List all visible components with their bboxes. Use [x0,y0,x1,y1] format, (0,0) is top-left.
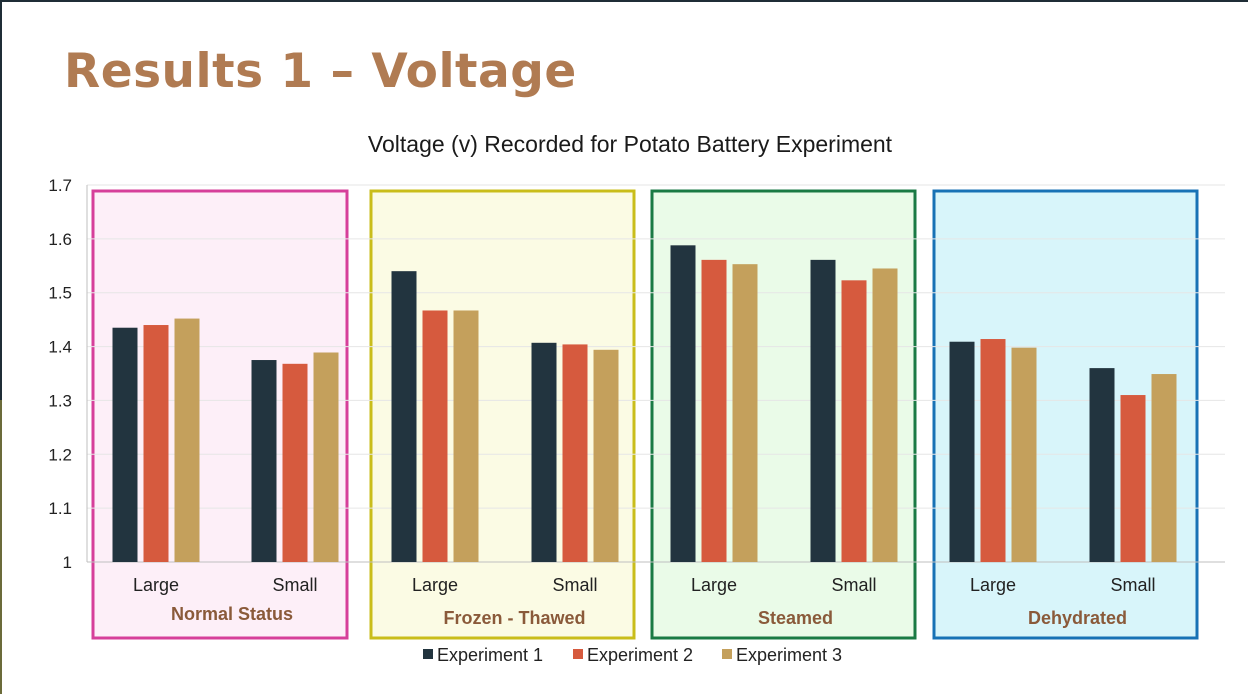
bar-experiment-2 [1120,395,1146,562]
legend-swatch [722,649,732,659]
bar-experiment-2 [701,259,727,562]
bar-experiment-2 [422,310,448,562]
bar-experiment-2 [282,363,308,562]
bar-experiment-1 [670,245,696,562]
bar-experiment-1 [810,259,836,562]
y-tick-label: 1.1 [48,499,72,518]
bar-experiment-2 [841,280,867,562]
slide-title: Results 1 – Voltage [64,44,577,99]
bar-experiment-3 [732,264,758,562]
y-tick-label: 1.5 [48,284,72,303]
legend-swatch [423,649,433,659]
bar-experiment-2 [143,325,169,562]
bar-experiment-1 [531,342,557,562]
x-category-label: Small [1110,575,1155,595]
x-category-label: Large [970,575,1016,595]
group-label: Steamed [758,608,833,628]
y-tick-label: 1.2 [48,445,72,464]
legend-label: Experiment 1 [437,645,543,665]
y-tick-label: 1.4 [48,338,72,357]
x-category-label: Small [272,575,317,595]
bar-experiment-3 [872,268,898,562]
bar-experiment-3 [593,349,619,562]
x-category-label: Small [552,575,597,595]
legend-swatch [573,649,583,659]
group-label: Dehydrated [1028,608,1127,628]
bar-experiment-1 [112,327,138,562]
bar-experiment-1 [1089,368,1115,562]
chart-title: Voltage (v) Recorded for Potato Battery … [368,131,893,157]
bar-experiment-1 [251,360,277,562]
bar-experiment-3 [174,318,200,562]
slide-left-border-lower [0,400,2,694]
bar-experiment-1 [949,341,975,562]
legend-label: Experiment 3 [736,645,842,665]
bar-experiment-2 [980,339,1006,562]
slide-top-border [0,0,1248,2]
group-label: Frozen - Thawed [443,608,585,628]
bar-experiment-3 [453,310,479,562]
group-box [650,189,917,640]
bar-experiment-1 [391,271,417,562]
bar-experiment-3 [313,352,339,562]
x-category-label: Small [831,575,876,595]
y-tick-label: 1.6 [48,230,72,249]
y-tick-label: 1.7 [48,176,72,195]
legend-label: Experiment 2 [587,645,693,665]
bar-experiment-3 [1011,347,1037,562]
group-label: Normal Status [171,604,293,624]
slide-left-border [0,0,2,400]
x-category-label: Large [691,575,737,595]
y-tick-label: 1.3 [48,391,72,410]
x-category-label: Large [412,575,458,595]
x-category-label: Large [133,575,179,595]
bar-experiment-3 [1151,374,1177,562]
bar-experiment-2 [562,344,588,562]
y-tick-label: 1 [63,553,72,572]
